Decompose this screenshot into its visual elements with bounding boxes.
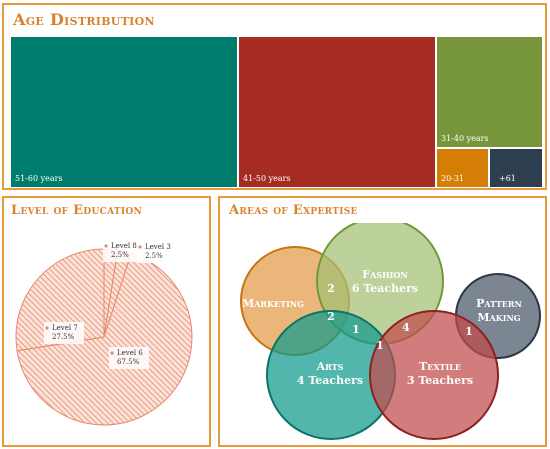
pie-data-label: Level 667.5% xyxy=(109,347,149,369)
venn-label-marketing: Marketing xyxy=(242,297,304,310)
venn-overlap-count: 2 xyxy=(327,282,335,295)
pie-data-label: Level 32.5% xyxy=(137,241,177,263)
venn-label-textile: Textile xyxy=(419,360,461,373)
venn-overlap-count: 4 xyxy=(402,321,410,334)
pie-label-name: Level 6 xyxy=(117,349,143,357)
expertise-panel: Areas of Expertise Marketing Fashion 6 Tea… xyxy=(218,196,547,447)
treemap-label: 31-40 years xyxy=(441,134,489,143)
pie-label-name: Level 3 xyxy=(145,243,171,251)
treemap-label: 20-31 xyxy=(441,174,465,183)
pie-label-pct: 67.5% xyxy=(117,358,140,366)
venn-overlap-count: 1 xyxy=(352,323,360,336)
venn-overlap-count: 1 xyxy=(376,339,384,352)
pie-label-pct: 27.5% xyxy=(52,333,75,341)
education-title: Level of Education xyxy=(11,203,143,218)
venn-label-pattern: Pattern xyxy=(476,297,522,310)
pie-label-pct: 2.5% xyxy=(145,252,163,260)
pie-label-name: Level 8 xyxy=(111,242,137,250)
venn-label-arts: 4 Teachers xyxy=(297,374,363,387)
pie-data-label: Level 727.5% xyxy=(44,322,84,344)
treemap-tile-51-60: 51-60 years xyxy=(11,37,237,187)
venn-label-fashion: Fashion xyxy=(362,268,407,281)
venn-label-arts: Arts xyxy=(316,360,344,373)
pie-label-name: Level 7 xyxy=(52,324,78,332)
treemap-label: +61 xyxy=(499,174,516,183)
treemap-tile-61-plus: +61 xyxy=(490,149,542,187)
pie-data-label: Level 82.5% xyxy=(103,240,143,262)
age-distribution-panel: Age Distribution 51-60 years 41-50 years… xyxy=(2,3,547,190)
age-distribution-title: Age Distribution xyxy=(13,10,155,29)
treemap-tile-31-40: 31-40 years xyxy=(437,37,542,147)
venn-label-fashion: 6 Teachers xyxy=(352,282,418,295)
venn-overlap-count: 2 xyxy=(327,310,335,323)
expertise-title: Areas of Expertise xyxy=(229,203,358,218)
treemap-tile-41-50: 41-50 years xyxy=(239,37,435,187)
pie-slice-level-6 xyxy=(16,252,193,426)
education-panel: Level of Education Level 8 2.5% Level 3 2.5… xyxy=(2,196,211,447)
pie-label-pct: 2.5% xyxy=(111,251,129,259)
treemap-label: 41-50 years xyxy=(243,174,291,183)
venn-label-pattern: Making xyxy=(477,311,520,324)
education-pie-chart: Level 82.5%Level 32.5%Level 667.5%Level … xyxy=(15,240,193,426)
treemap-label: 51-60 years xyxy=(15,174,63,183)
venn-circle-textile xyxy=(369,310,499,440)
venn-overlap-count: 1 xyxy=(465,325,473,338)
venn-label-textile: 3 Teachers xyxy=(407,374,473,387)
treemap-tile-20-31: 20-31 xyxy=(437,149,488,187)
